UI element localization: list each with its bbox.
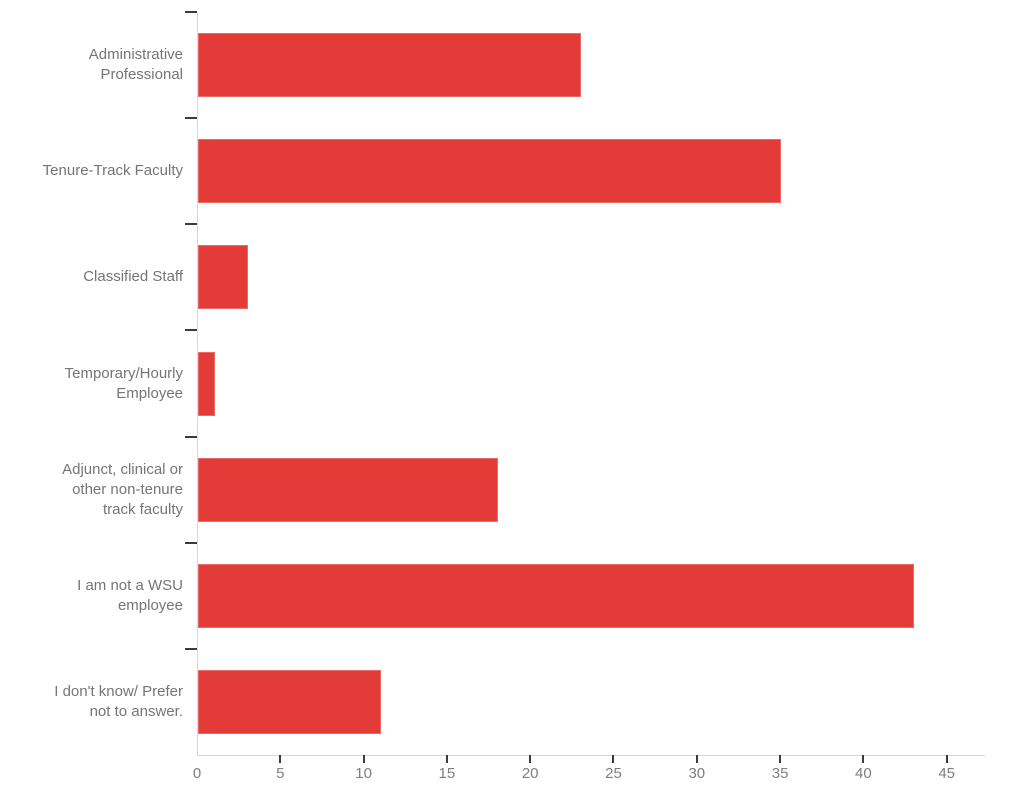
category-label-3: Temporary/Hourly Employee bbox=[21, 364, 183, 404]
x-axis-tick-label: 10 bbox=[355, 765, 372, 782]
category-label-6: I don't know/ Prefer not to answer. bbox=[21, 682, 183, 722]
category-label-line: not to answer. bbox=[89, 702, 183, 720]
y-axis-tick bbox=[185, 647, 197, 650]
category-label-line: track faculty bbox=[102, 500, 183, 518]
x-axis-tick bbox=[862, 755, 865, 763]
category-label-line: other non-tenure bbox=[72, 480, 183, 498]
category-label-line: Temporary/Hourly bbox=[64, 364, 183, 382]
y-axis-tick bbox=[185, 117, 197, 120]
x-axis-tick-label: 40 bbox=[855, 765, 872, 782]
category-label-line: Classified Staff bbox=[83, 268, 183, 286]
y-axis-tick bbox=[185, 223, 197, 226]
x-axis-tick-label: 25 bbox=[605, 765, 622, 782]
x-axis-tick bbox=[362, 755, 365, 763]
x-axis-tick bbox=[445, 755, 448, 763]
category-label-5: I am not a WSU employee bbox=[21, 576, 183, 616]
y-axis-tick bbox=[185, 435, 197, 438]
category-label-line: employee bbox=[117, 596, 183, 614]
x-axis-tick bbox=[529, 755, 532, 763]
x-axis-tick bbox=[612, 755, 615, 763]
x-axis-tick-label: 15 bbox=[438, 765, 456, 782]
category-label-line: Employee bbox=[116, 384, 183, 402]
y-axis-line bbox=[197, 12, 198, 755]
plot-area: 0 5 10 15 20 25 30 35 40 45 bbox=[185, 11, 985, 782]
x-axis-tick bbox=[779, 755, 782, 763]
x-axis-tick-label: 45 bbox=[938, 765, 956, 782]
x-axis-tick-label: 35 bbox=[771, 765, 789, 782]
bar-0 bbox=[198, 33, 582, 98]
y-axis-tick bbox=[185, 11, 197, 13]
x-axis-line bbox=[197, 755, 985, 756]
bar-2 bbox=[198, 245, 248, 310]
x-axis-tick-label: 20 bbox=[521, 765, 539, 782]
category-label-line: I am not a WSU bbox=[77, 576, 183, 594]
x-axis-tick-label: 0 bbox=[192, 765, 202, 782]
bar-5 bbox=[198, 563, 915, 628]
x-axis-tick-label: 5 bbox=[276, 765, 285, 782]
bar-6 bbox=[198, 669, 382, 734]
category-label-line: I don't know/ Prefer bbox=[54, 682, 183, 700]
bar-1 bbox=[198, 139, 782, 204]
x-axis-tick bbox=[695, 755, 698, 763]
category-label-line: Administrative bbox=[88, 46, 183, 64]
x-axis-tick-label: 30 bbox=[688, 765, 706, 782]
bar-4 bbox=[198, 457, 498, 522]
category-label-2: Classified Staff bbox=[21, 267, 183, 287]
category-label-line: Professional bbox=[100, 66, 183, 84]
x-axis-tick bbox=[279, 755, 282, 763]
category-label-1: Tenure-Track Faculty bbox=[21, 161, 183, 181]
category-label-line: Tenure-Track Faculty bbox=[42, 162, 183, 180]
category-label-line: Adjunct, clinical or bbox=[62, 460, 183, 478]
x-axis-tick bbox=[945, 755, 948, 763]
y-axis-tick bbox=[185, 329, 197, 332]
y-axis-tick bbox=[185, 541, 197, 544]
bar-3 bbox=[198, 351, 215, 416]
category-label-0: Administrative Professional bbox=[21, 45, 183, 85]
category-label-4: Adjunct, clinical or other non-tenure trac… bbox=[21, 460, 183, 520]
